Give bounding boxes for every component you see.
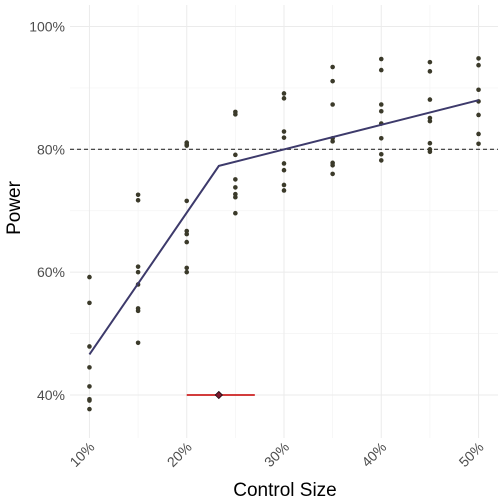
data-point [87,398,92,403]
data-point [135,192,141,198]
data-point [87,384,92,389]
data-point [427,97,433,102]
data-point [281,135,287,140]
data-point [330,102,335,107]
data-point [135,308,141,314]
x-tick-label: 30% [261,439,292,470]
data-point [330,78,335,84]
data-point [184,231,190,237]
data-point [281,188,287,193]
y-tick-label: 40% [37,387,65,403]
data-point [330,64,335,70]
data-point [233,112,238,117]
data-point [330,139,335,144]
data-point [233,152,238,158]
data-point [476,56,481,61]
data-point [330,171,335,177]
data-point [427,59,433,65]
data-point [427,118,433,124]
y-tick-label: 80% [37,141,65,157]
data-point [281,161,287,166]
data-point [378,102,384,107]
scatter-points [87,56,481,412]
data-point [378,158,384,163]
data-point [87,274,92,280]
fit-line [88,99,479,356]
data-point [378,56,384,62]
data-point [476,62,481,68]
data-point [233,194,238,200]
data-point [281,91,287,96]
data-point [281,182,287,188]
y-tick-label: 100% [29,18,65,34]
data-point [135,264,141,269]
data-point [87,344,92,349]
data-point [281,129,287,134]
data-point [135,269,141,275]
data-point [378,135,384,141]
data-point [184,143,190,148]
major-gridlines [70,5,498,438]
data-point [378,151,384,157]
fit-line-layer [88,99,479,356]
x-tick-label: 10% [66,439,97,470]
data-point [476,141,481,147]
data-point [427,69,433,74]
data-point [135,198,141,203]
data-point [233,177,238,182]
data-point [476,131,481,137]
data-point [184,269,190,275]
data-point [87,300,92,306]
y-axis-title: Power [4,180,25,235]
estimate-layer [186,390,255,400]
y-tick-labels: 40% 60% 80% 100% [29,18,65,403]
x-axis-title: Control Size [233,480,337,501]
data-point [87,406,92,412]
data-point [135,340,141,346]
x-tick-label: 20% [164,439,195,470]
y-tick-label: 60% [37,264,65,280]
x-tick-labels: 10% 20% 30% 40% 50% [66,439,486,470]
data-point [233,210,238,216]
x-tick-label: 50% [456,439,487,470]
data-point [476,87,481,93]
data-point [233,185,238,190]
data-point [87,365,92,370]
data-point [378,108,384,114]
data-point [427,149,433,155]
data-point [281,167,287,173]
estimate-point [214,390,223,400]
data-point [330,163,335,168]
data-point [476,112,481,118]
data-point [427,140,433,146]
data-point [281,96,287,101]
data-point [184,198,190,204]
x-tick-label: 40% [358,439,389,470]
data-point [378,67,384,73]
data-point [184,265,190,271]
data-point [184,239,190,245]
